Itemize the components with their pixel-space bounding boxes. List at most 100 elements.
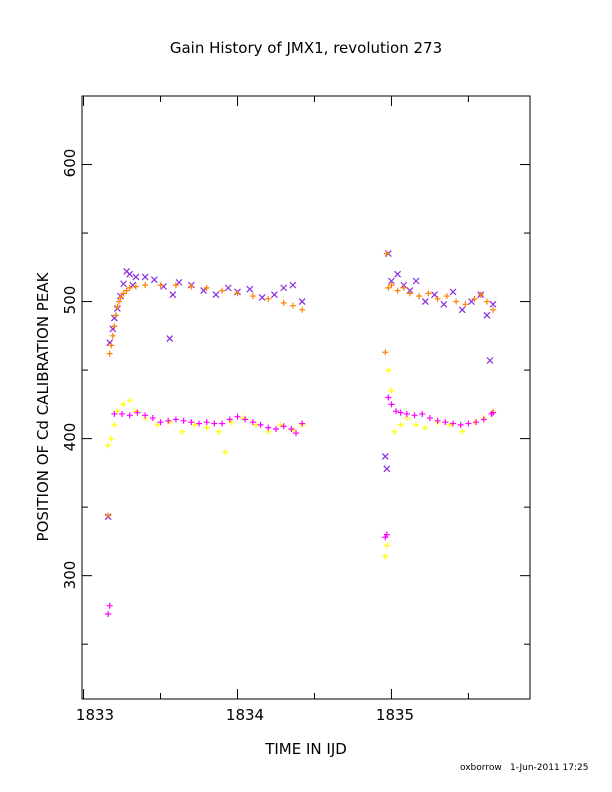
data-point [490, 409, 497, 416]
data-point [383, 250, 390, 257]
data-point [172, 416, 179, 423]
data-point [385, 367, 392, 374]
footer-user: oxborrow [460, 763, 502, 773]
data-point [383, 542, 390, 549]
x-tick-label-1835: 1835 [376, 706, 414, 724]
data-point [465, 420, 472, 427]
data-point [383, 531, 390, 538]
data-point [388, 282, 395, 289]
data-point [443, 293, 450, 300]
data-point [422, 424, 429, 431]
data-point [412, 277, 420, 285]
data-point [416, 293, 423, 300]
data-point [109, 332, 116, 339]
data-point [388, 401, 395, 408]
data-point [486, 357, 494, 364]
data-point [111, 323, 118, 330]
y-tick-label-500: 500 [61, 286, 79, 315]
data-point [126, 284, 133, 291]
y-tick-label-300: 300 [61, 561, 79, 590]
data-point [111, 410, 118, 417]
y-axis-ticks [82, 95, 530, 645]
data-point [397, 409, 404, 416]
data-point [385, 394, 392, 401]
data-point [106, 350, 113, 357]
data-point [175, 278, 183, 286]
data-point [473, 419, 480, 426]
data-point [149, 415, 156, 422]
data-point [172, 282, 179, 289]
data-point [169, 291, 177, 299]
data-point [114, 304, 121, 311]
data-point [289, 302, 296, 309]
data-point [157, 282, 164, 289]
data-point [120, 401, 127, 408]
data-point [166, 335, 174, 342]
x-tick-label-1833: 1833 [76, 706, 114, 724]
x-tick-label-1834: 1834 [226, 706, 264, 724]
series-0 [104, 250, 497, 521]
series-1 [105, 367, 497, 560]
data-point [394, 287, 401, 294]
data-point [272, 426, 279, 433]
data-point [114, 408, 121, 415]
data-point [160, 283, 168, 290]
data-point [388, 277, 395, 285]
data-point [142, 282, 149, 289]
data-point [468, 298, 475, 305]
data-point [134, 409, 141, 416]
data-point [132, 273, 140, 281]
data-point [105, 442, 112, 449]
data-point [191, 421, 198, 428]
data-point [234, 290, 241, 297]
data-point [123, 287, 130, 294]
data-point [126, 270, 134, 278]
data-point [157, 419, 164, 426]
data-point [458, 306, 466, 314]
data-point [105, 512, 112, 519]
data-point [383, 465, 391, 473]
data-point [142, 412, 149, 419]
data-point [394, 270, 402, 278]
series-2 [105, 394, 497, 618]
data-point [280, 423, 287, 430]
data-point [425, 290, 432, 297]
data-point [120, 280, 127, 288]
data-point [477, 291, 484, 298]
data-point [211, 420, 218, 427]
data-points [104, 250, 497, 618]
data-point [400, 284, 407, 291]
data-point [381, 453, 389, 460]
data-point [462, 301, 469, 308]
data-point [449, 288, 457, 296]
y-axis-label: POSITION OF Cd CALIBRATION PEAK [34, 271, 52, 541]
data-point [188, 419, 195, 426]
data-point [450, 420, 457, 427]
data-point [150, 276, 158, 284]
data-point [403, 410, 410, 417]
data-point [431, 291, 438, 299]
data-point [490, 306, 497, 313]
data-point [265, 295, 272, 302]
x-axis-ticks [83, 96, 469, 699]
data-point [226, 416, 233, 423]
data-point [234, 413, 241, 420]
data-point [165, 417, 172, 424]
data-point [249, 293, 256, 300]
data-point [203, 419, 210, 426]
data-point [196, 420, 203, 427]
data-point [393, 408, 400, 415]
data-point [483, 298, 490, 305]
data-point [397, 421, 404, 428]
data-point [108, 342, 115, 349]
data-point [126, 412, 133, 419]
data-point [141, 273, 149, 281]
data-point [382, 349, 389, 356]
data-point [246, 285, 254, 293]
data-point [426, 415, 433, 422]
data-point [249, 419, 256, 426]
data-point [480, 416, 487, 423]
data-point [440, 300, 448, 308]
data-point [129, 281, 137, 289]
data-point [132, 283, 139, 290]
